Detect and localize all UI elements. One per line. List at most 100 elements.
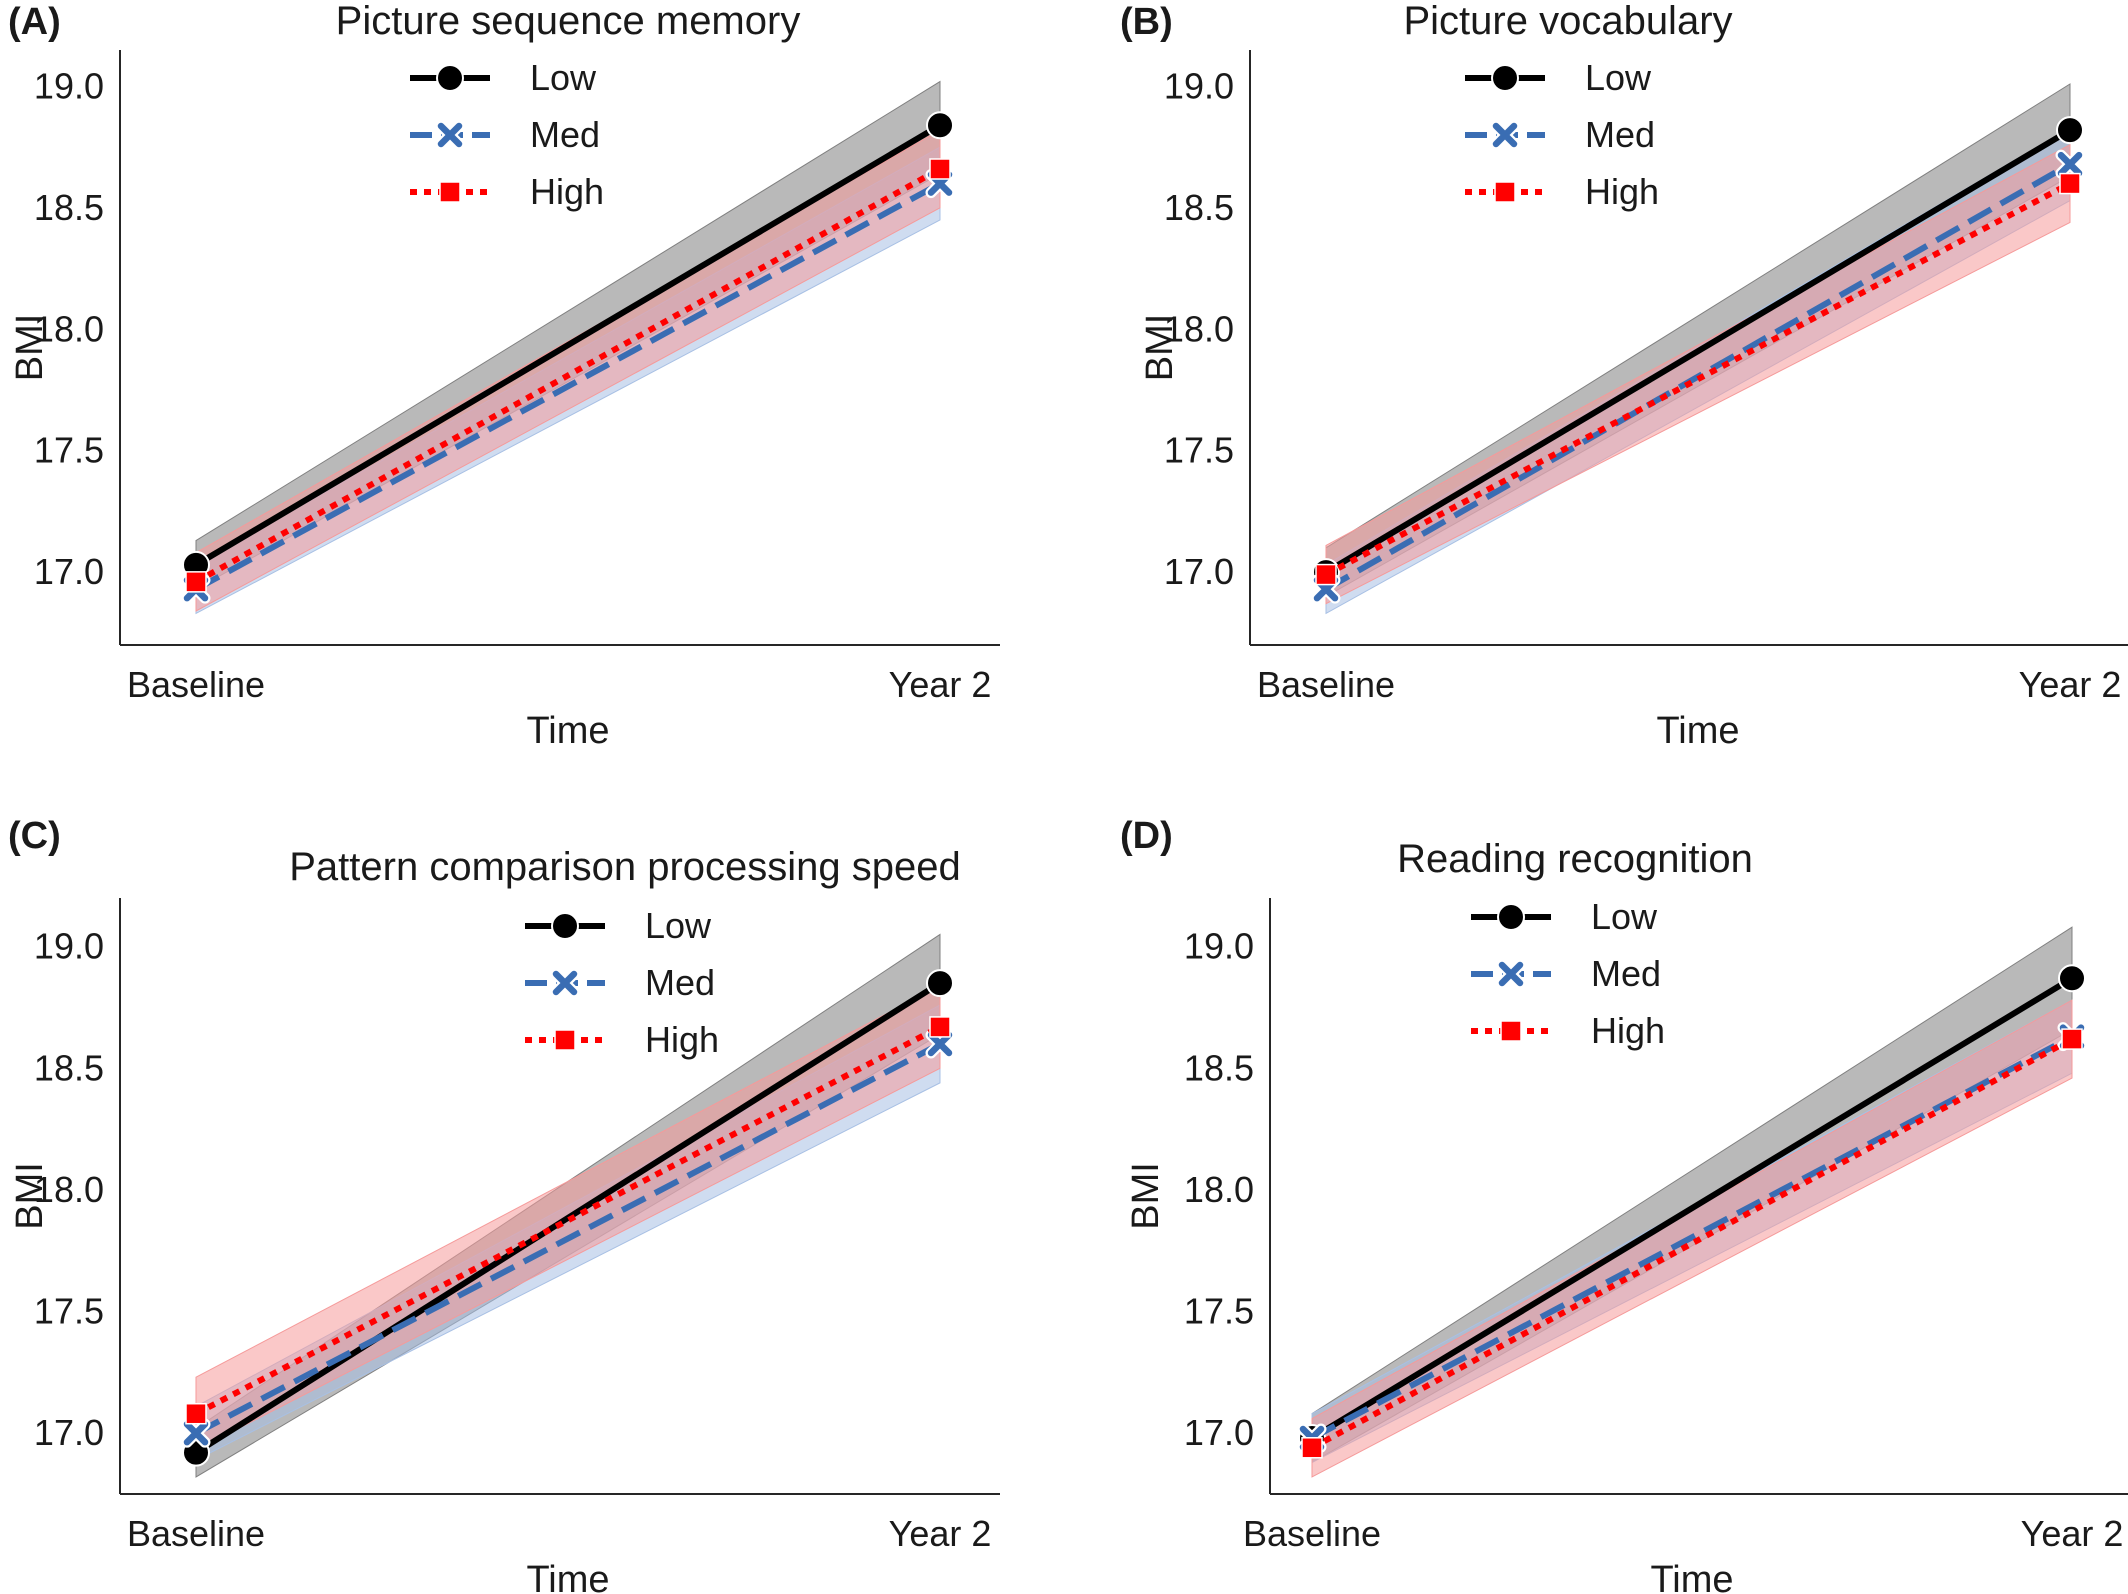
panel-letter: (C)	[8, 815, 61, 857]
line-med	[194, 1041, 942, 1436]
marker-legend-high	[554, 1029, 576, 1051]
marker-legend-high	[1500, 1020, 1522, 1042]
marker-low-year2	[2058, 964, 2086, 993]
line-low	[194, 122, 942, 568]
panel-title: Pattern comparison processing speed	[289, 845, 960, 889]
legend: Low Med High	[1465, 57, 1659, 212]
legend: Low Med High	[525, 905, 719, 1060]
y-axis-label: BMI	[9, 1162, 51, 1230]
y-tick-label: 18.0	[34, 308, 104, 349]
legend-label-low: Low	[530, 57, 597, 98]
line-med	[194, 180, 942, 592]
marker-legend-med	[1496, 959, 1526, 989]
panel-b: (B) Picture vocabulary 17.0 17.5 18.0 18.5 19.…	[1120, 0, 2128, 752]
line-high	[1310, 1036, 2074, 1451]
panel-title: Reading recognition	[1397, 837, 1753, 881]
y-tick-label: 18.5	[34, 1047, 104, 1088]
legend-label-med: Med	[1591, 953, 1661, 994]
y-tick-label: 19.0	[34, 926, 104, 967]
marker-legend-high	[439, 181, 461, 203]
marker-low-year2	[926, 111, 954, 140]
x-tick-label: Year 2	[889, 664, 992, 705]
marker-legend-med	[1490, 120, 1520, 150]
marker-legend-med	[550, 968, 580, 998]
line-med	[1310, 1034, 2074, 1441]
marker-high-baseline	[1315, 563, 1337, 586]
y-tick-label: 17.0	[1164, 551, 1234, 592]
y-tick-label: 17.5	[1164, 430, 1234, 471]
x-axis-label: Time	[1650, 1559, 1733, 1594]
panel-letter: (A)	[8, 1, 61, 43]
legend-label-high: High	[530, 171, 604, 212]
x-tick-label: Year 2	[889, 1513, 992, 1554]
y-tick-label: 17.5	[1184, 1291, 1254, 1332]
marker-high-year2	[2061, 1028, 2083, 1050]
marker-high-baseline	[1301, 1437, 1323, 1459]
legend-label-low: Low	[1591, 896, 1658, 937]
x-axis-label: Time	[526, 710, 609, 752]
x-tick-label: Baseline	[127, 1513, 265, 1554]
marker-high-year2	[929, 1016, 951, 1038]
panel-title: Picture vocabulary	[1403, 0, 1732, 43]
legend-label-low: Low	[645, 905, 712, 946]
y-tick-label: 19.0	[34, 65, 104, 106]
line-low	[1310, 975, 2074, 1441]
legend: Low Med High	[410, 57, 604, 212]
y-tick-label: 17.0	[34, 1412, 104, 1453]
marker-med-year2	[2055, 149, 2085, 179]
marker-legend-low	[436, 64, 464, 92]
marker-high-year2	[2059, 172, 2081, 195]
line-high	[1324, 180, 2072, 578]
line-low	[1324, 127, 2072, 575]
legend-label-med: Med	[1585, 114, 1655, 155]
marker-high-baseline	[185, 571, 207, 593]
panel-letter: (D)	[1120, 815, 1173, 857]
legend-label-med: Med	[645, 962, 715, 1003]
y-tick-label: 17.0	[34, 551, 104, 592]
x-tick-label: Year 2	[2019, 664, 2122, 705]
marker-low-year2	[2056, 116, 2084, 145]
y-tick-label: 17.5	[34, 1291, 104, 1332]
marker-high-year2	[929, 158, 951, 180]
panel-a: (A) Picture sequence memory 17.0 17.5 18.0 18…	[8, 0, 1000, 752]
x-tick-label: Baseline	[127, 664, 265, 705]
y-tick-label: 19.0	[1184, 926, 1254, 967]
y-tick-label: 19.0	[1164, 65, 1234, 106]
panel-letter: (B)	[1120, 1, 1173, 43]
marker-legend-low	[1491, 64, 1519, 92]
marker-legend-high	[1494, 181, 1516, 203]
legend-label-med: Med	[530, 114, 600, 155]
marker-low-year2	[926, 969, 954, 998]
y-tick-label: 18.5	[1184, 1047, 1254, 1088]
marker-legend-low	[551, 912, 579, 940]
x-tick-label: Baseline	[1257, 664, 1395, 705]
marker-legend-low	[1497, 903, 1525, 931]
line-high	[194, 166, 942, 585]
y-axis-label: BMI	[1125, 1162, 1167, 1230]
x-tick-label: Year 2	[2021, 1513, 2124, 1554]
x-axis-label: Time	[526, 1559, 609, 1594]
x-tick-label: Baseline	[1243, 1513, 1381, 1554]
legend: Low Med High	[1471, 896, 1665, 1051]
panel-d: (D) Reading recognition 17.0 17.5 18.0 18.5 19…	[1120, 815, 2128, 1594]
y-tick-label: 17.0	[1184, 1412, 1254, 1453]
panel-title: Picture sequence memory	[336, 0, 801, 43]
legend-label-low: Low	[1585, 57, 1652, 98]
y-tick-label: 17.5	[34, 430, 104, 471]
y-tick-label: 18.5	[34, 187, 104, 228]
y-tick-label: 18.0	[1184, 1169, 1254, 1210]
marker-legend-med	[435, 120, 465, 150]
y-axis-label: BMI	[1139, 314, 1181, 382]
marker-med-baseline	[181, 1418, 211, 1448]
marker-high-baseline	[185, 1402, 207, 1425]
x-axis-label: Time	[1656, 710, 1739, 752]
panel-c: (C) Pattern comparison processing speed 17…	[8, 815, 1000, 1594]
y-tick-label: 18.5	[1164, 187, 1234, 228]
y-tick-label: 18.0	[34, 1169, 104, 1210]
legend-label-high: High	[1591, 1010, 1665, 1051]
y-tick-label: 18.0	[1164, 308, 1234, 349]
marker-med-year2	[925, 1029, 955, 1059]
legend-label-high: High	[645, 1019, 719, 1060]
y-axis-label: BMI	[9, 314, 51, 382]
